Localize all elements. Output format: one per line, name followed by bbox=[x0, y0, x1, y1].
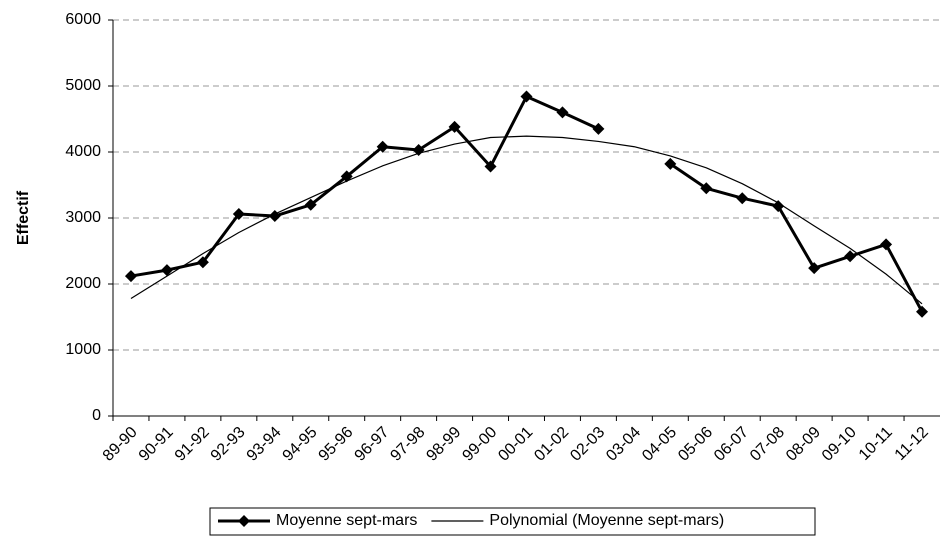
marker bbox=[160, 264, 173, 277]
x-tick-label: 08-09 bbox=[783, 424, 824, 465]
legend-marker bbox=[238, 515, 250, 527]
legend-label: Polynomial (Moyenne sept-mars) bbox=[489, 512, 724, 529]
x-tick-label: 91-92 bbox=[172, 424, 213, 465]
legend-box bbox=[209, 507, 816, 536]
x-tick-label: 11-12 bbox=[892, 424, 932, 464]
y-axis-label: Effectif bbox=[15, 190, 32, 245]
x-tick-label: 92-93 bbox=[208, 424, 249, 465]
x-tick-label: 00-01 bbox=[495, 424, 536, 465]
y-tick-label: 3000 bbox=[65, 209, 101, 226]
marker bbox=[880, 238, 893, 251]
x-tick-label: 04-05 bbox=[639, 424, 680, 465]
x-tick-label: 01-02 bbox=[531, 424, 572, 465]
marker bbox=[736, 192, 749, 205]
series-line bbox=[130, 135, 923, 305]
marker bbox=[484, 160, 497, 173]
marker bbox=[376, 140, 389, 153]
x-tick-label: 06-07 bbox=[711, 424, 752, 465]
x-tick-label: 09-10 bbox=[819, 424, 860, 465]
x-tick-label: 10-11 bbox=[856, 424, 896, 464]
x-tick-label: 89-90 bbox=[100, 424, 141, 465]
marker bbox=[196, 256, 209, 269]
x-tick-label: 98-99 bbox=[423, 424, 464, 465]
marker bbox=[304, 198, 317, 211]
y-tick-label: 5000 bbox=[65, 77, 101, 94]
y-tick-label: 2000 bbox=[65, 275, 101, 292]
x-tick-label: 96-97 bbox=[352, 424, 393, 465]
y-tick-label: 6000 bbox=[65, 11, 101, 28]
y-tick-label: 1000 bbox=[65, 341, 101, 358]
marker bbox=[232, 208, 245, 221]
x-tick-label: 94-95 bbox=[280, 424, 321, 465]
legend: Moyenne sept-mars Polynomial (Moyenne sep… bbox=[209, 507, 816, 536]
x-tick-label: 07-08 bbox=[747, 424, 788, 465]
x-tick-label: 02-03 bbox=[567, 424, 608, 465]
x-tick-label: 03-04 bbox=[603, 424, 644, 465]
marker bbox=[700, 182, 713, 195]
marker bbox=[124, 270, 137, 283]
legend-label: Moyenne sept-mars bbox=[276, 512, 417, 529]
series-line bbox=[130, 95, 924, 313]
marker bbox=[916, 305, 929, 318]
x-tick-label: 90-91 bbox=[136, 424, 177, 465]
marker bbox=[664, 157, 677, 170]
x-tick-label: 95-96 bbox=[316, 424, 357, 465]
x-tick-label: 93-94 bbox=[244, 424, 285, 465]
x-tick-label: 97-98 bbox=[387, 424, 428, 465]
marker bbox=[844, 250, 857, 263]
marker bbox=[772, 200, 785, 213]
marker bbox=[592, 122, 605, 135]
y-tick-label: 4000 bbox=[65, 143, 101, 160]
marker bbox=[556, 106, 569, 119]
y-tick-label: 0 bbox=[92, 407, 101, 424]
x-tick-label: 05-06 bbox=[675, 424, 716, 465]
marker bbox=[448, 120, 461, 133]
marker bbox=[520, 90, 533, 103]
marker bbox=[808, 262, 821, 275]
x-tick-label: 99-00 bbox=[459, 424, 500, 465]
